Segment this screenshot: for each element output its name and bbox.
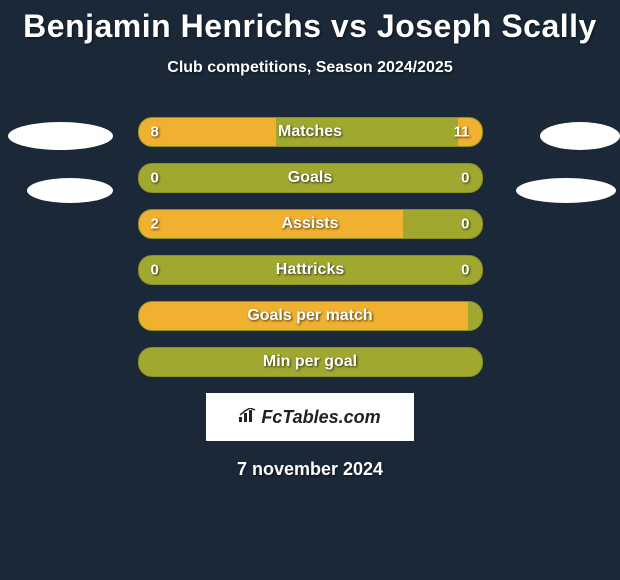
bar-left-value: 0 bbox=[151, 170, 159, 187]
bar-label: Assists bbox=[282, 215, 339, 233]
decorative-ellipse-bottom-right bbox=[516, 178, 616, 203]
bar-label: Matches bbox=[278, 123, 342, 141]
bar-label: Hattricks bbox=[276, 261, 344, 279]
bar-left-fill bbox=[139, 210, 403, 238]
bar-right-value: 11 bbox=[454, 124, 470, 141]
watermark-text: FcTables.com bbox=[239, 407, 380, 428]
bar-right-value: 0 bbox=[461, 262, 469, 279]
bar-left-value: 0 bbox=[151, 262, 159, 279]
bar-right-value: 0 bbox=[461, 170, 469, 187]
stat-bar: Min per goal bbox=[138, 347, 483, 377]
stat-bar: Goals 0 0 bbox=[138, 163, 483, 193]
decorative-ellipse-bottom-left bbox=[27, 178, 113, 203]
stat-bar: Goals per match bbox=[138, 301, 483, 331]
bar-left-fill bbox=[139, 118, 276, 146]
decorative-ellipse-top-left bbox=[8, 122, 113, 150]
stat-bar: Hattricks 0 0 bbox=[138, 255, 483, 285]
bar-label: Goals bbox=[288, 169, 332, 187]
bar-left-value: 8 bbox=[151, 124, 159, 141]
watermark-box: FcTables.com bbox=[206, 393, 414, 441]
stat-bar: Assists 2 0 bbox=[138, 209, 483, 239]
date-text: 7 november 2024 bbox=[0, 459, 620, 480]
bar-left-value: 2 bbox=[151, 216, 159, 233]
decorative-ellipse-top-right bbox=[540, 122, 620, 150]
bar-right-value: 0 bbox=[461, 216, 469, 233]
chart-icon bbox=[239, 408, 257, 427]
comparison-subtitle: Club competitions, Season 2024/2025 bbox=[0, 59, 620, 77]
stats-bars-container: Matches811Goals00Assists20Hattricks00Goa… bbox=[138, 117, 483, 377]
bar-label: Min per goal bbox=[263, 353, 357, 371]
watermark-label: FcTables.com bbox=[261, 407, 380, 428]
comparison-title: Benjamin Henrichs vs Joseph Scally bbox=[0, 0, 620, 45]
stat-bar: Matches 8 11 bbox=[138, 117, 483, 147]
bar-label: Goals per match bbox=[247, 307, 372, 325]
